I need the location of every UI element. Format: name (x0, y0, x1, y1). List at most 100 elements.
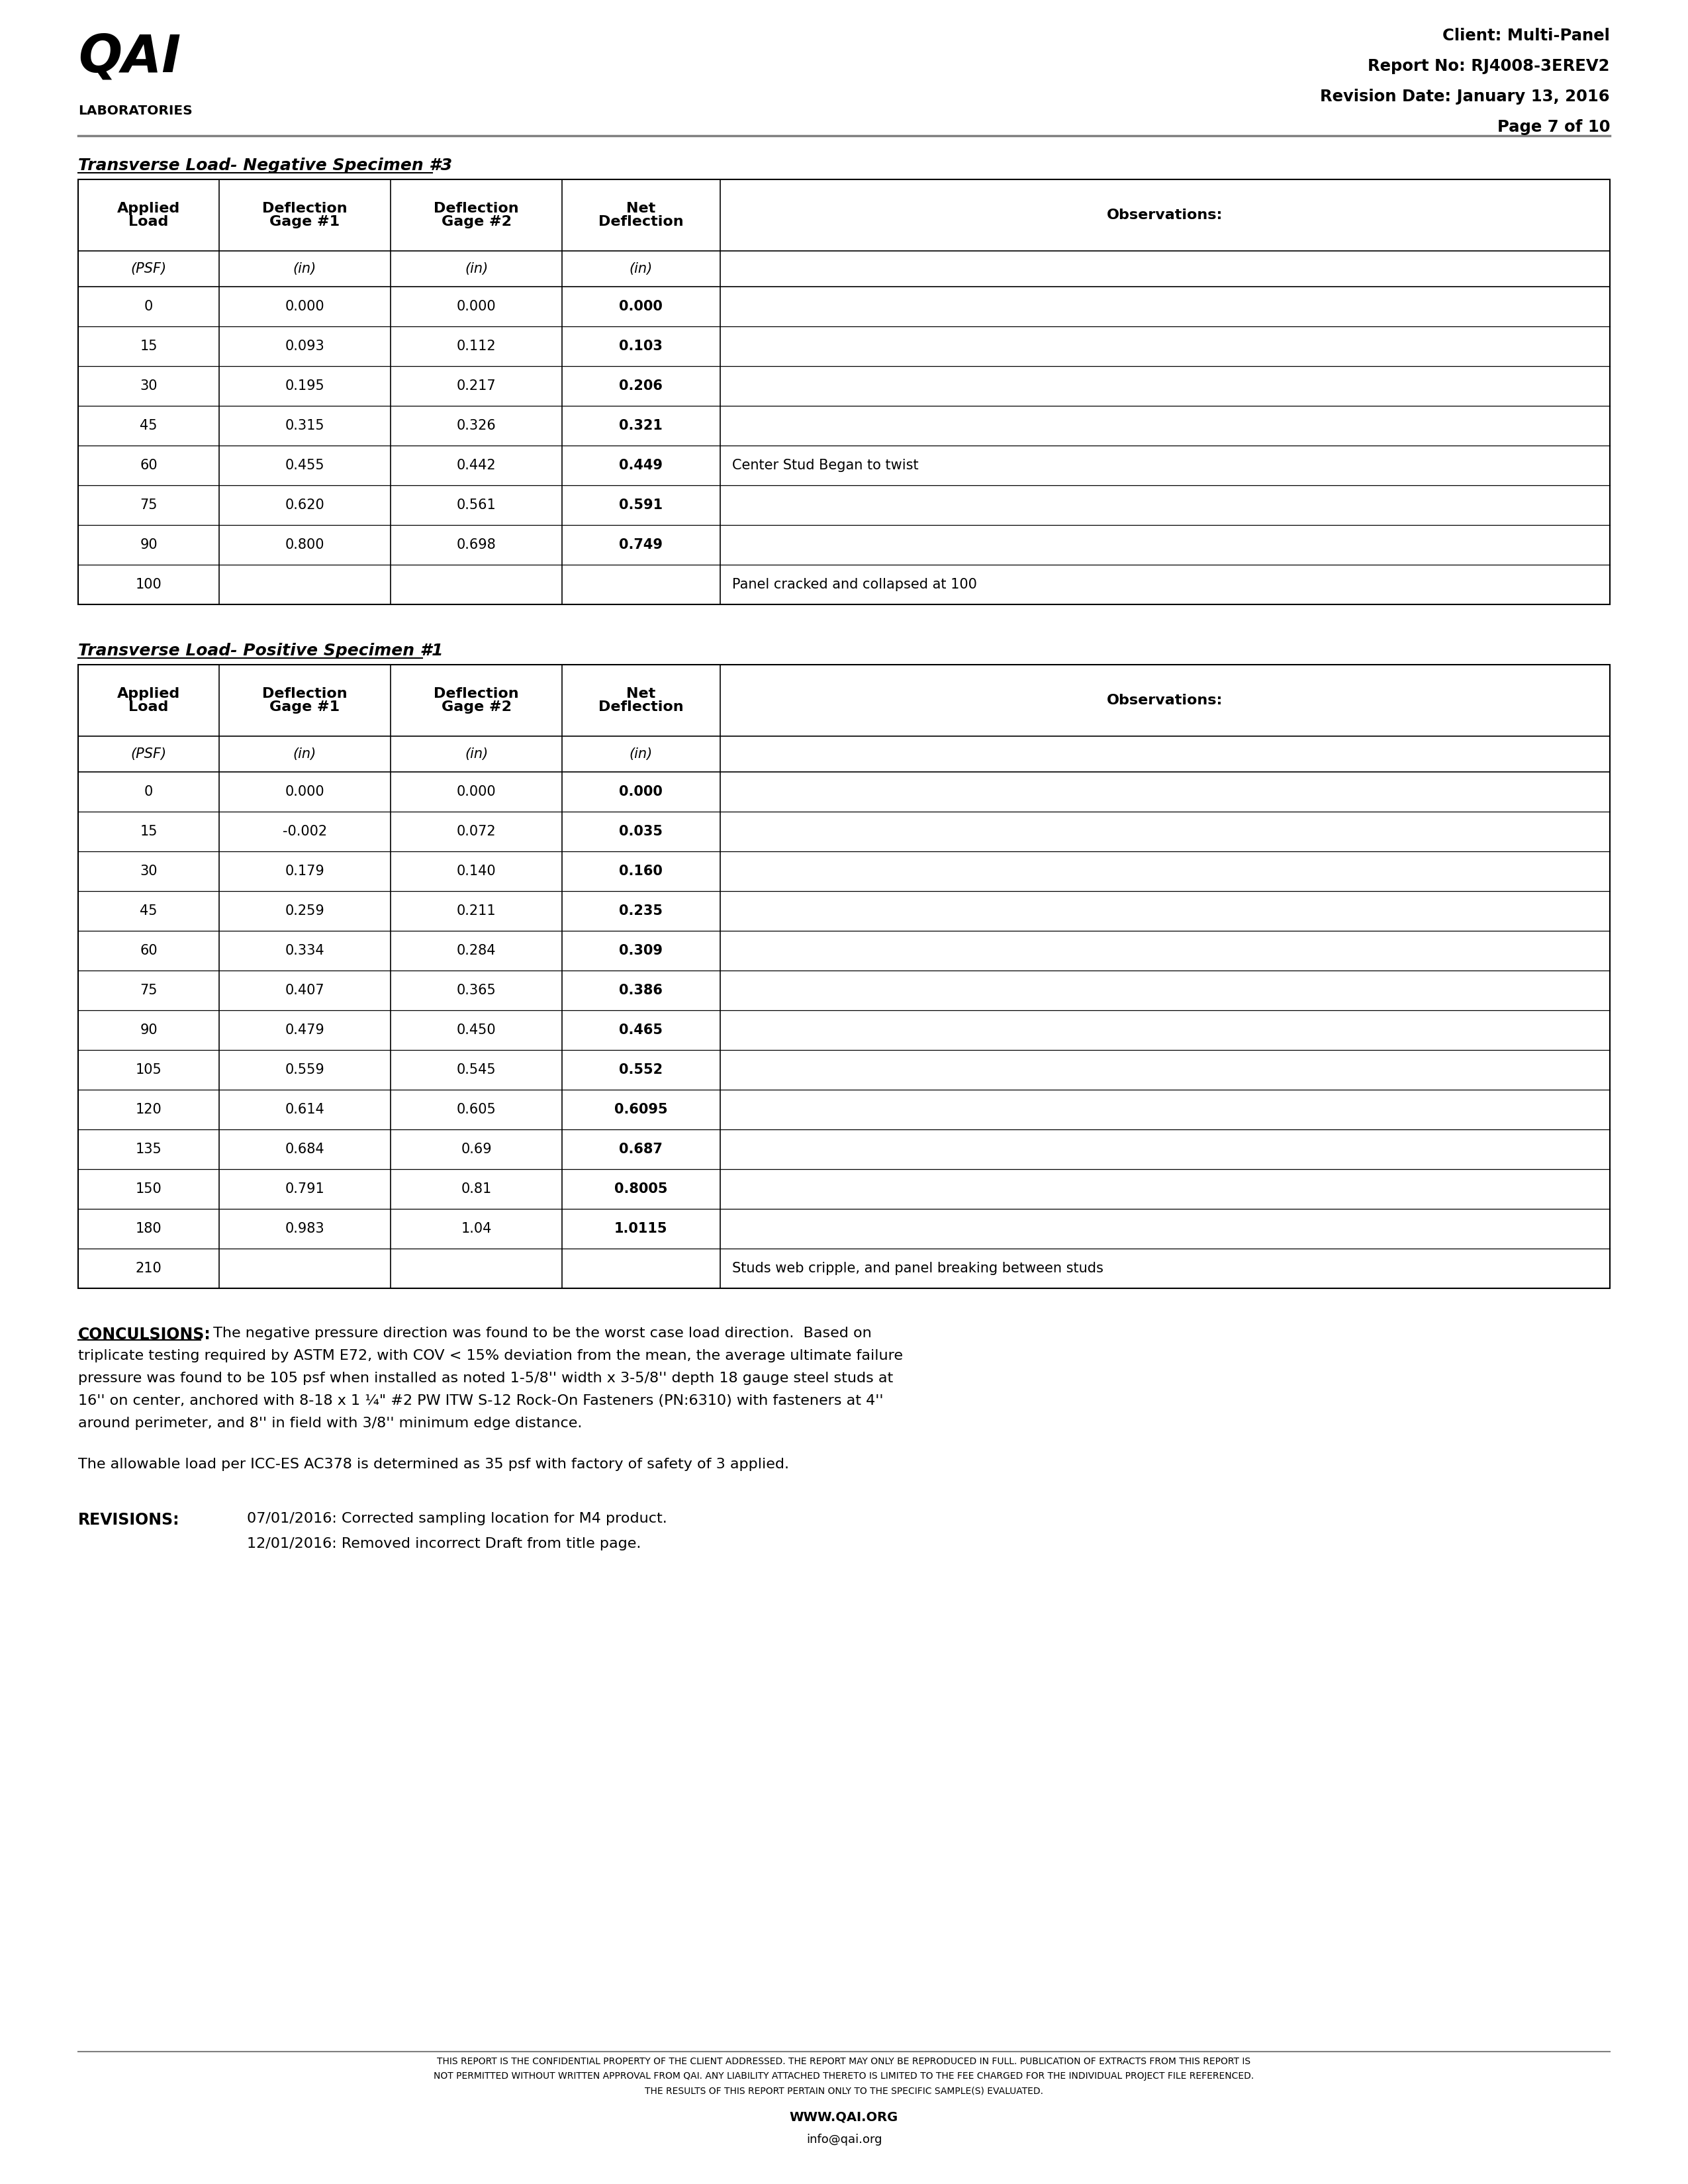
Text: 0.072: 0.072 (457, 826, 496, 839)
Text: 60: 60 (140, 943, 157, 957)
Text: Deflection: Deflection (599, 216, 684, 229)
Text: 0.545: 0.545 (457, 1064, 496, 1077)
Text: 180: 180 (135, 1223, 162, 1236)
Text: Deflection: Deflection (599, 701, 684, 714)
Text: 0.561: 0.561 (456, 498, 496, 511)
Text: 0.000: 0.000 (619, 299, 663, 312)
Text: Deflection: Deflection (262, 201, 348, 216)
Text: 0.800: 0.800 (285, 537, 324, 553)
Text: Deflection: Deflection (434, 201, 518, 216)
Text: 1.0115: 1.0115 (614, 1223, 668, 1236)
Text: Applied: Applied (116, 688, 181, 701)
Text: 0.334: 0.334 (285, 943, 324, 957)
Text: 0.684: 0.684 (285, 1142, 324, 1155)
Text: 90: 90 (140, 1024, 157, 1037)
Text: 105: 105 (135, 1064, 162, 1077)
Text: Page 7 of 10: Page 7 of 10 (1497, 120, 1610, 135)
Text: 0.206: 0.206 (619, 380, 663, 393)
Text: Gage #2: Gage #2 (441, 216, 511, 229)
Text: 0.6095: 0.6095 (614, 1103, 668, 1116)
Text: 0.605: 0.605 (456, 1103, 496, 1116)
Text: 0.687: 0.687 (619, 1142, 663, 1155)
Text: 0.309: 0.309 (619, 943, 663, 957)
Text: 0.8005: 0.8005 (614, 1182, 668, 1195)
Text: 75: 75 (140, 498, 157, 511)
Text: Transverse Load- Positive Specimen #1: Transverse Load- Positive Specimen #1 (78, 642, 444, 660)
Text: 0.000: 0.000 (285, 299, 324, 312)
Text: WWW.QAI.ORG: WWW.QAI.ORG (790, 2112, 898, 2123)
Text: QAI: QAI (78, 33, 181, 83)
Text: (in): (in) (630, 747, 653, 760)
Text: 150: 150 (135, 1182, 162, 1195)
Text: 0.81: 0.81 (461, 1182, 491, 1195)
Text: 0.614: 0.614 (285, 1103, 324, 1116)
Text: Gage #1: Gage #1 (270, 216, 339, 229)
Text: Observations:: Observations: (1107, 695, 1222, 708)
Text: 0.160: 0.160 (619, 865, 663, 878)
Text: 0.179: 0.179 (285, 865, 324, 878)
Text: 0.450: 0.450 (457, 1024, 496, 1037)
Text: around perimeter, and 8'' in field with 3/8'' minimum edge distance.: around perimeter, and 8'' in field with … (78, 1417, 582, 1431)
Text: 0.449: 0.449 (619, 459, 663, 472)
Text: Observations:: Observations: (1107, 207, 1222, 223)
Text: 0.983: 0.983 (285, 1223, 324, 1236)
Text: -0.002: -0.002 (282, 826, 327, 839)
Text: (in): (in) (464, 262, 488, 275)
Text: 0.284: 0.284 (457, 943, 496, 957)
Text: 0.000: 0.000 (457, 299, 496, 312)
Text: 0.000: 0.000 (285, 786, 324, 799)
Text: (PSF): (PSF) (130, 262, 167, 275)
Text: 0: 0 (143, 786, 154, 799)
Text: CONCULSIONS:: CONCULSIONS: (78, 1326, 211, 1343)
Text: (in): (in) (294, 747, 316, 760)
Text: 210: 210 (135, 1262, 162, 1275)
Text: 0.103: 0.103 (619, 341, 663, 354)
Text: 0.465: 0.465 (619, 1024, 663, 1037)
Text: 0.791: 0.791 (285, 1182, 324, 1195)
Text: 0.69: 0.69 (461, 1142, 491, 1155)
Text: 0.326: 0.326 (456, 419, 496, 432)
Text: 30: 30 (140, 380, 157, 393)
Text: 0.591: 0.591 (619, 498, 663, 511)
Text: 0.552: 0.552 (619, 1064, 663, 1077)
Text: 0.749: 0.749 (619, 537, 663, 553)
Text: Studs web cripple, and panel breaking between studs: Studs web cripple, and panel breaking be… (733, 1262, 1104, 1275)
Text: 0: 0 (143, 299, 154, 312)
Text: 15: 15 (140, 826, 157, 839)
Text: 45: 45 (140, 419, 157, 432)
Text: 0.112: 0.112 (457, 341, 496, 354)
Text: NOT PERMITTED WITHOUT WRITTEN APPROVAL FROM QAI. ANY LIABILITY ATTACHED THERETO : NOT PERMITTED WITHOUT WRITTEN APPROVAL F… (434, 2070, 1254, 2081)
Text: 0.093: 0.093 (285, 341, 324, 354)
Text: Gage #2: Gage #2 (441, 701, 511, 714)
Text: (in): (in) (464, 747, 488, 760)
Text: 0.407: 0.407 (285, 983, 324, 998)
Text: 0.386: 0.386 (619, 983, 663, 998)
Text: 45: 45 (140, 904, 157, 917)
Text: 0.455: 0.455 (285, 459, 324, 472)
Text: 1.04: 1.04 (461, 1223, 491, 1236)
Text: 0.559: 0.559 (285, 1064, 324, 1077)
Text: 75: 75 (140, 983, 157, 998)
Text: 30: 30 (140, 865, 157, 878)
Text: 0.217: 0.217 (457, 380, 496, 393)
Text: pressure was found to be 105 psf when installed as noted 1-5/8'' width x 3-5/8'': pressure was found to be 105 psf when in… (78, 1372, 893, 1385)
Text: info@qai.org: info@qai.org (807, 2134, 881, 2145)
Text: (in): (in) (630, 262, 653, 275)
Text: 90: 90 (140, 537, 157, 553)
Text: REVISIONS:: REVISIONS: (78, 1511, 179, 1529)
Text: 0.140: 0.140 (457, 865, 496, 878)
Text: (in): (in) (294, 262, 316, 275)
Text: The negative pressure direction was found to be the worst case load direction.  : The negative pressure direction was foun… (209, 1326, 871, 1341)
Text: Net: Net (626, 688, 655, 701)
Text: 60: 60 (140, 459, 157, 472)
Text: 12/01/2016: Removed incorrect Draft from title page.: 12/01/2016: Removed incorrect Draft from… (246, 1538, 641, 1551)
Text: 0.235: 0.235 (619, 904, 663, 917)
Text: LABORATORIES: LABORATORIES (78, 105, 192, 118)
Bar (78, 664, 1610, 1289)
Text: 0.000: 0.000 (619, 786, 663, 799)
Text: 0.195: 0.195 (285, 380, 324, 393)
Text: 0.211: 0.211 (457, 904, 496, 917)
Text: Revision Date: January 13, 2016: Revision Date: January 13, 2016 (1320, 90, 1610, 105)
Text: Applied: Applied (116, 201, 181, 216)
Text: Load: Load (128, 701, 169, 714)
